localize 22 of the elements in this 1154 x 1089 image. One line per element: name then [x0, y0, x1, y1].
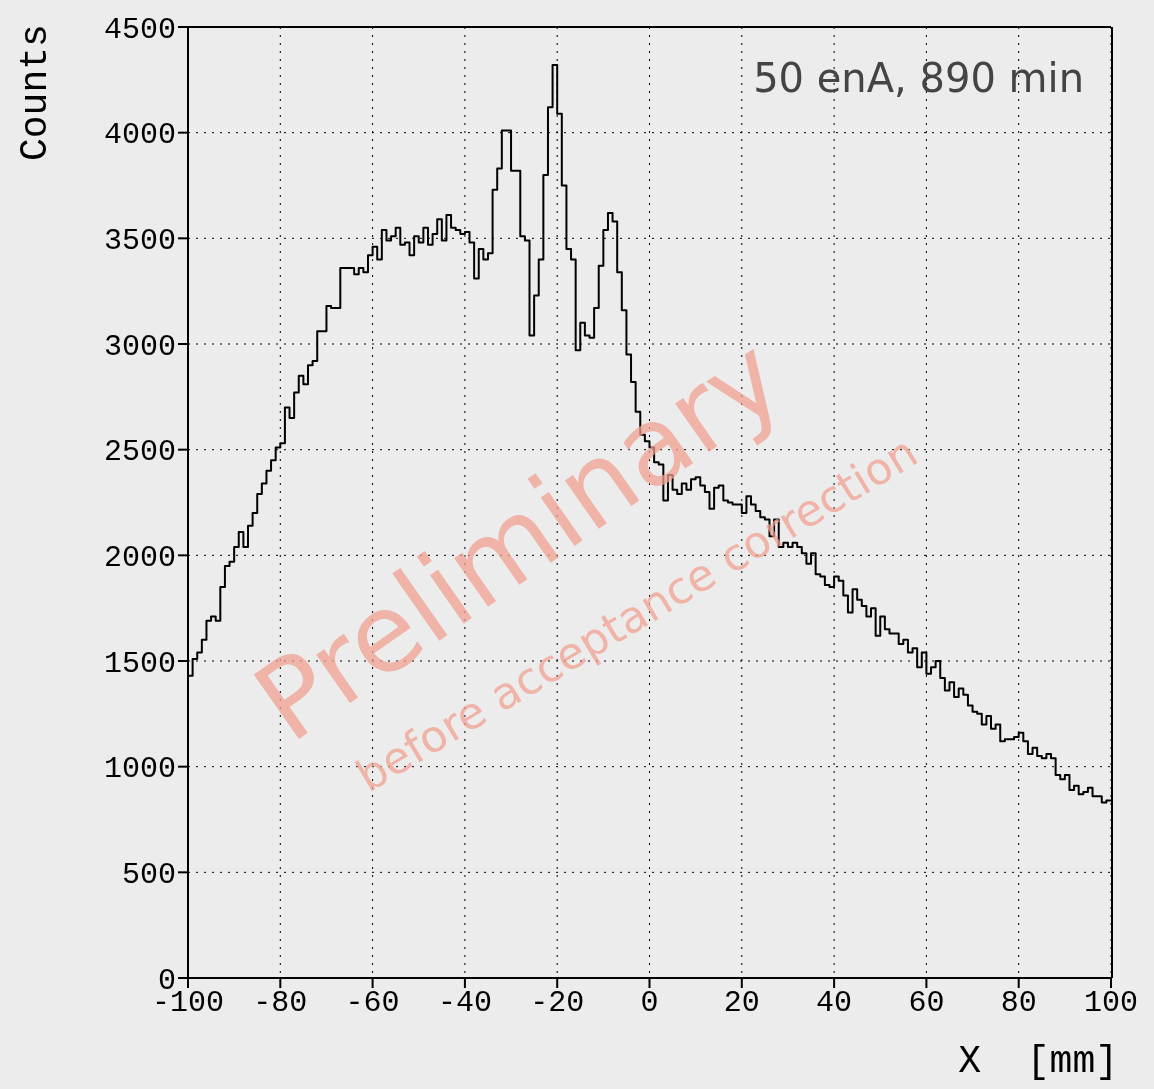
x-tick-label: -60 [345, 986, 400, 1021]
y-tick-label: 3000 [103, 329, 176, 364]
x-tick-label: 40 [816, 986, 853, 1021]
x-tick-label: 80 [1000, 986, 1037, 1021]
y-tick-label: 1000 [103, 752, 176, 787]
x-tick-label: 60 [908, 986, 945, 1021]
y-tick-label: 2500 [103, 435, 176, 470]
x-tick-label: -80 [253, 986, 308, 1021]
x-tick-label: -40 [437, 986, 492, 1021]
y-tick-label: 1500 [103, 646, 176, 681]
y-tick-label: 3500 [103, 223, 176, 258]
y-axis-title: Counts [14, 24, 58, 163]
y-tick-label: 500 [121, 857, 176, 892]
x-tick-label: 0 [640, 986, 659, 1021]
y-tick-label: 4000 [103, 118, 176, 153]
annotation: 50 enA, 890 min [753, 55, 1084, 101]
x-tick-label: -20 [530, 986, 585, 1021]
y-tick-label: 2000 [103, 540, 176, 575]
x-tick-label: 100 [1083, 986, 1139, 1021]
x-axis-title: X [mm] [958, 1040, 1118, 1083]
y-tick-label: 4500 [103, 12, 176, 47]
x-tick-label: 20 [723, 986, 760, 1021]
